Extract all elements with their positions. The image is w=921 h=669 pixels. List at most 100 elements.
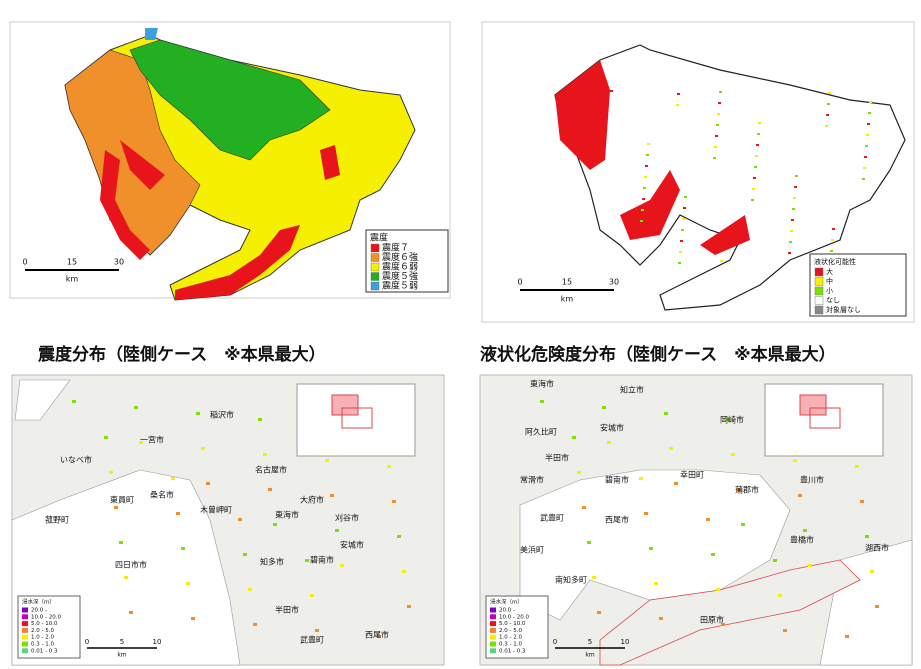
place-name: 名古屋市 bbox=[255, 465, 287, 475]
legend-label: 5.0 - 10.0 bbox=[31, 621, 58, 627]
legend-box bbox=[365, 229, 449, 293]
legend-label: 0.3 - 1.0 bbox=[31, 642, 54, 648]
region bbox=[145, 28, 158, 40]
region bbox=[790, 230, 793, 232]
region bbox=[720, 260, 723, 262]
flood-area bbox=[639, 477, 643, 480]
flood-area bbox=[669, 447, 673, 450]
legend-label: 0.01 - 0.3 bbox=[31, 648, 58, 654]
region bbox=[828, 92, 831, 94]
flood-area bbox=[124, 576, 128, 579]
place-name: 東海市 bbox=[275, 510, 299, 520]
flood-area bbox=[377, 635, 381, 638]
region bbox=[713, 157, 716, 159]
flood-area bbox=[721, 623, 725, 626]
region bbox=[644, 176, 647, 178]
place-name: 碧南市 bbox=[310, 555, 334, 565]
legend-swatch bbox=[22, 648, 28, 654]
legend-swatch bbox=[22, 634, 28, 640]
region bbox=[793, 197, 796, 199]
region bbox=[717, 113, 720, 115]
place-name: 安城市 bbox=[340, 540, 364, 550]
flood-area bbox=[674, 482, 678, 485]
flood-area bbox=[238, 518, 242, 521]
place-name: 木曽岬町 bbox=[200, 505, 232, 515]
legend-swatch bbox=[814, 267, 824, 277]
region bbox=[827, 103, 830, 105]
flood-area bbox=[773, 559, 777, 562]
region bbox=[129, 39, 331, 161]
region bbox=[788, 252, 791, 254]
flood-area bbox=[206, 482, 210, 485]
place-name: 幸田町 bbox=[680, 471, 704, 480]
region bbox=[721, 249, 724, 251]
legend-swatch bbox=[814, 286, 824, 296]
region bbox=[681, 229, 684, 231]
scale-label: 5 bbox=[120, 638, 124, 646]
region bbox=[643, 187, 646, 189]
caption: 液状化危険度分布（陸側ケース ※本県最大） bbox=[480, 344, 836, 365]
flood-area bbox=[582, 506, 586, 509]
region bbox=[679, 251, 682, 253]
region bbox=[646, 154, 649, 156]
legend-swatch bbox=[490, 648, 496, 654]
region bbox=[716, 124, 719, 126]
legend-label: 中 bbox=[826, 277, 833, 286]
region bbox=[120, 140, 165, 190]
legend-box bbox=[485, 595, 549, 659]
legend-swatch bbox=[370, 243, 380, 253]
flood-area bbox=[397, 535, 401, 538]
flood-area bbox=[310, 594, 314, 597]
place-name: 武豊町 bbox=[300, 635, 324, 645]
legend-swatch bbox=[22, 641, 28, 647]
place-name: 豊橋市 bbox=[790, 535, 814, 545]
region bbox=[645, 165, 648, 167]
legend-label: 震度６強 bbox=[382, 251, 418, 263]
place-name: 常滑市 bbox=[520, 475, 544, 485]
flood-area bbox=[258, 418, 262, 421]
region bbox=[795, 175, 798, 177]
region bbox=[642, 198, 645, 200]
scale-label: 0 bbox=[85, 638, 89, 646]
place-name: 知立市 bbox=[620, 385, 644, 395]
flood-area bbox=[855, 465, 859, 468]
region bbox=[825, 125, 828, 127]
place-name: 蒲郡市 bbox=[735, 485, 759, 495]
flood-area bbox=[273, 523, 277, 526]
caption: 震度分布（陸側ケース ※本県最大） bbox=[37, 344, 326, 365]
place-name: 東海市 bbox=[530, 379, 554, 389]
legend-swatch bbox=[490, 641, 496, 647]
legend-label: 1.0 - 2.0 bbox=[31, 635, 54, 641]
region bbox=[832, 228, 835, 230]
region bbox=[789, 241, 792, 243]
region bbox=[758, 122, 761, 124]
flood-area bbox=[243, 553, 247, 556]
flood-area bbox=[664, 412, 668, 415]
region bbox=[865, 145, 868, 147]
legend-swatch bbox=[490, 627, 496, 633]
flood-area bbox=[72, 400, 76, 403]
region bbox=[794, 186, 797, 188]
scale-label: 15 bbox=[67, 258, 77, 267]
flood-area bbox=[114, 506, 118, 509]
place-name: 安城市 bbox=[600, 423, 624, 433]
place-name: 刈谷市 bbox=[335, 513, 359, 523]
place-name: 岡崎市 bbox=[720, 415, 744, 425]
legend-box bbox=[17, 595, 81, 659]
region bbox=[683, 207, 686, 209]
legend-label: 20.0 - bbox=[499, 608, 515, 614]
region bbox=[100, 150, 150, 260]
scale-label: 30 bbox=[609, 278, 619, 287]
flood-area bbox=[659, 617, 663, 620]
region bbox=[676, 104, 679, 106]
region bbox=[867, 123, 870, 125]
flood-area bbox=[191, 617, 195, 620]
region bbox=[862, 178, 865, 180]
place-name: 半田市 bbox=[545, 453, 569, 463]
flood-area bbox=[808, 564, 812, 567]
flood-area bbox=[711, 553, 715, 556]
flood-area bbox=[736, 488, 740, 491]
region bbox=[639, 231, 642, 233]
flood-area bbox=[845, 635, 849, 638]
legend-label: 震度５弱 bbox=[382, 280, 418, 292]
